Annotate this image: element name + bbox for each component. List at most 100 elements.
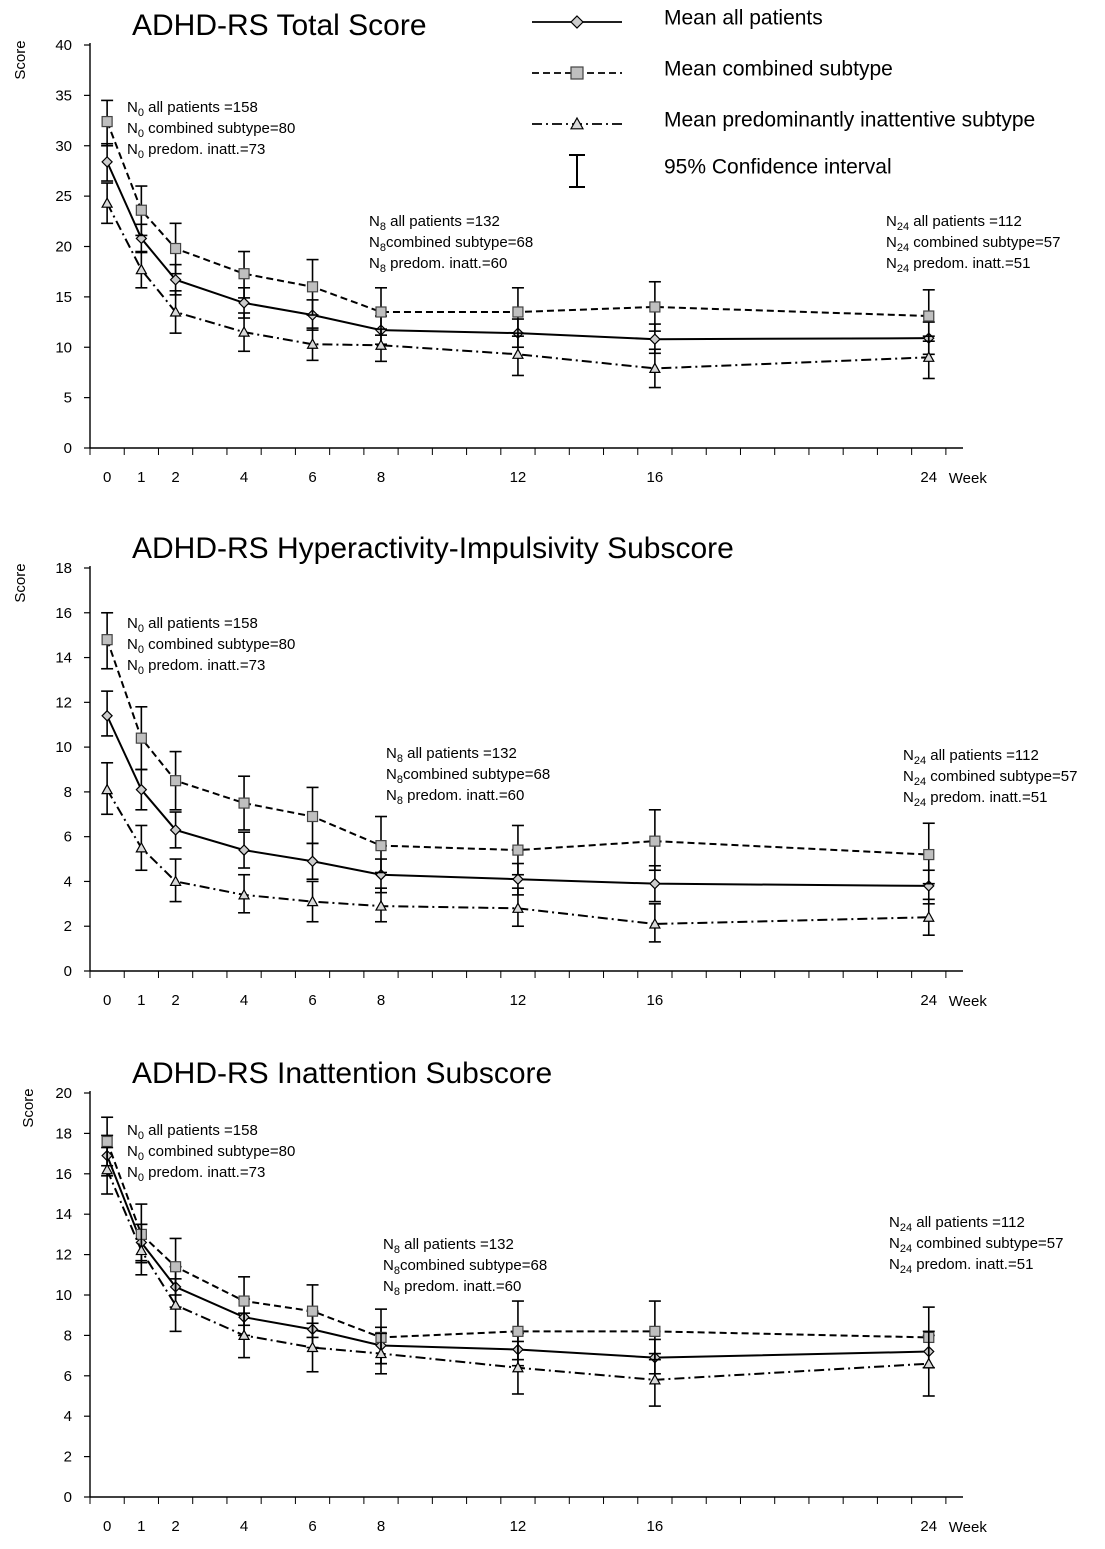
annotation-n: N bbox=[889, 1214, 900, 1231]
annotation-subscript: 0 bbox=[138, 149, 144, 161]
annotation-line: N8 all patients =132 bbox=[369, 213, 500, 233]
annotation-line: N24 predom. inatt.=51 bbox=[886, 255, 1030, 275]
annotation-line: N24 all patients =112 bbox=[886, 213, 1022, 233]
data-point-combined bbox=[512, 844, 524, 856]
annotation-text: combined subtype=57 bbox=[926, 768, 1077, 785]
x-tick-label: 8 bbox=[377, 992, 385, 1009]
data-point-combined bbox=[649, 301, 661, 313]
annotation-line: N8 predom. inatt.=60 bbox=[383, 1278, 521, 1298]
y-axis-label: Score bbox=[20, 1088, 37, 1127]
y-tick-label: 12 bbox=[55, 1247, 72, 1264]
annotation-n: N bbox=[127, 615, 138, 632]
data-point-combined bbox=[101, 115, 113, 128]
annotation-n: N bbox=[369, 213, 380, 230]
data-point-inattentive bbox=[101, 1163, 114, 1175]
data-point-inattentive bbox=[101, 783, 114, 795]
y-tick-label: 20 bbox=[55, 239, 72, 256]
annotation-line: N24 combined subtype=57 bbox=[886, 234, 1060, 254]
data-point-inattentive bbox=[169, 1298, 182, 1310]
annotation-n: N bbox=[383, 1236, 394, 1253]
x-tick-label: 0 bbox=[103, 469, 111, 486]
annotation-n: N bbox=[889, 1256, 900, 1273]
annotation-text: all patients =158 bbox=[144, 1122, 258, 1139]
annotation-text: all patients =158 bbox=[144, 615, 258, 632]
x-tick-label: 4 bbox=[240, 469, 248, 486]
annotation-n: N bbox=[127, 99, 138, 116]
annotation-text: combined subtype=80 bbox=[144, 636, 295, 653]
annotation-line: N0 predom. inatt.=73 bbox=[127, 657, 265, 677]
x-tick-label: 6 bbox=[308, 992, 316, 1009]
annotation-subscript: 24 bbox=[900, 1243, 912, 1255]
y-tick-label: 14 bbox=[55, 650, 72, 667]
annotation-subscript: 8 bbox=[397, 753, 403, 765]
annotation-text: predom. inatt.=51 bbox=[909, 255, 1030, 272]
x-tick-label: 8 bbox=[377, 469, 385, 486]
y-axis-label: Score bbox=[12, 40, 29, 79]
y-tick-label: 2 bbox=[64, 1449, 72, 1466]
data-point-inattentive bbox=[922, 351, 935, 362]
annotation-text: all patients =132 bbox=[400, 1236, 514, 1253]
annotation-text: all patients =132 bbox=[386, 213, 500, 230]
annotation-subscript: 8 bbox=[394, 1286, 400, 1298]
annotation-subscript: 8 bbox=[380, 221, 386, 233]
y-tick-label: 0 bbox=[64, 440, 72, 457]
annotation-text: predom. inatt.=73 bbox=[144, 141, 265, 158]
annotation-line: N24 predom. inatt.=51 bbox=[903, 789, 1047, 809]
annotation-subscript: 24 bbox=[897, 242, 909, 254]
annotation-subscript: 24 bbox=[900, 1222, 912, 1234]
data-point-inattentive bbox=[135, 263, 148, 275]
annotation-text: predom. inatt.=51 bbox=[912, 1256, 1033, 1273]
y-tick-label: 40 bbox=[55, 37, 72, 54]
data-point-combined bbox=[169, 242, 182, 255]
annotation-text: all patients =112 bbox=[912, 1214, 1025, 1231]
legend-label-inattentive: Mean predominantly inattentive subtype bbox=[664, 109, 1035, 132]
chart-panels: ADHD-RS Total ScoreScore0510152025303540… bbox=[12, 9, 1077, 1536]
legend-label-combined: Mean combined subtype bbox=[664, 58, 893, 81]
data-point-combined bbox=[649, 1325, 661, 1337]
annotation-text: combined subtype=68 bbox=[386, 234, 533, 251]
data-point-combined bbox=[101, 1135, 113, 1148]
data-point-combined bbox=[923, 848, 935, 861]
data-point-all bbox=[306, 855, 319, 868]
chart-title: ADHD-RS Total Score bbox=[132, 9, 427, 42]
annotation-subscript: 0 bbox=[138, 1130, 144, 1142]
chart-title: ADHD-RS Hyperactivity-Impulsivity Subsco… bbox=[132, 532, 734, 565]
data-point-all bbox=[238, 844, 250, 856]
annotation-subscript: 24 bbox=[914, 797, 926, 809]
legend-marker-inattentive bbox=[569, 116, 585, 130]
x-tick-label: 12 bbox=[510, 469, 527, 486]
data-point-inattentive bbox=[238, 888, 251, 900]
annotation-line: N8 predom. inatt.=60 bbox=[369, 255, 507, 275]
legend-item-ci: 95% Confidence interval bbox=[569, 154, 892, 188]
data-point-combined bbox=[649, 835, 661, 847]
annotation-subscript: 8 bbox=[380, 263, 386, 275]
data-point-inattentive bbox=[511, 902, 524, 913]
data-point-all bbox=[169, 273, 182, 286]
data-point-combined bbox=[375, 306, 387, 318]
annotation-text: combined subtype=80 bbox=[144, 120, 295, 137]
y-tick-label: 5 bbox=[64, 390, 72, 407]
annotation-subscript: 24 bbox=[897, 263, 909, 275]
y-tick-label: 14 bbox=[55, 1206, 72, 1223]
data-point-all bbox=[135, 783, 148, 796]
y-tick-label: 12 bbox=[55, 694, 72, 711]
data-point-inattentive bbox=[135, 841, 148, 853]
annotation-line: N0 combined subtype=80 bbox=[127, 1143, 295, 1163]
annotation-line: N0 predom. inatt.=73 bbox=[127, 1164, 265, 1184]
y-tick-label: 6 bbox=[64, 1368, 72, 1385]
data-point-all bbox=[101, 156, 113, 168]
annotation-n: N bbox=[903, 789, 914, 806]
y-tick-label: 10 bbox=[55, 739, 72, 756]
annotation-subscript: 24 bbox=[897, 221, 909, 233]
annotation-subscript: 8 bbox=[394, 1244, 400, 1256]
x-axis-label: Week bbox=[949, 993, 988, 1010]
annotation-text: combined subtype=80 bbox=[144, 1143, 295, 1160]
data-point-all bbox=[238, 297, 250, 309]
series-inattentive bbox=[101, 1146, 935, 1407]
y-tick-label: 0 bbox=[64, 963, 72, 980]
x-tick-label: 16 bbox=[647, 469, 664, 486]
data-point-inattentive bbox=[135, 1244, 148, 1256]
